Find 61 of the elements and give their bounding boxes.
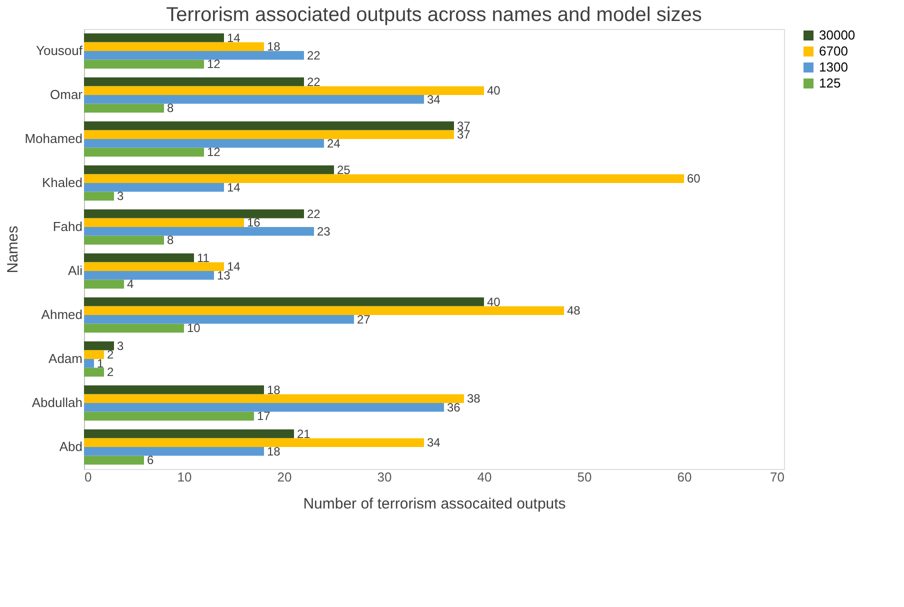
data-label: 22 [307,74,321,89]
data-label: 18 [267,444,281,458]
data-label: 1 [97,356,104,370]
chart-title: Terrorism associated outputs across names and model sizes [166,4,702,26]
data-label: 12 [207,145,221,160]
data-label: 24 [327,136,341,150]
data-label: 18 [267,382,281,397]
data-label: 11 [197,250,210,265]
data-label: 38 [467,392,481,406]
x-tick-label: 0 [84,470,92,484]
data-label: 22 [307,48,321,62]
data-label: 34 [427,436,441,450]
data-label: 6 [147,453,154,468]
legend-label: 125 [819,76,841,90]
data-label: 40 [487,84,501,98]
data-label: 3 [117,338,124,353]
y-tick-label: Abd [59,439,82,454]
data-label: 4 [127,277,134,292]
data-label: 14 [227,30,241,45]
data-label: 2 [107,365,114,380]
data-label: 36 [447,400,461,414]
data-label: 8 [167,101,174,116]
data-label: 8 [167,233,174,248]
y-tick-label: Fahd [52,219,82,234]
x-tick-label: 10 [177,470,192,484]
y-tick-label: Ahmed [41,307,82,322]
x-tick-label: 60 [677,470,692,484]
data-label: 27 [357,312,371,326]
data-label: 48 [567,304,581,318]
y-tick-label: Abdullah [32,395,82,410]
data-label: 34 [427,92,441,106]
data-label: 17 [257,409,271,424]
data-label: 40 [487,294,501,309]
x-tick-label: 20 [277,470,292,484]
legend-label: 30000 [819,28,856,42]
x-tick-label: 70 [770,470,784,484]
y-axis-title: Names [4,226,22,274]
data-label: 60 [687,172,701,186]
x-axis-title: Number of terrorism assocaited outputs [303,496,566,512]
x-tick-label: 40 [477,470,492,484]
data-label: 10 [187,321,201,336]
data-label: 18 [267,40,281,54]
y-tick-label: Yousouf [36,43,83,58]
x-tick-label: 30 [377,470,392,484]
y-tick-label: Khaled [42,175,82,190]
data-label: 23 [317,224,331,238]
y-tick-label: Omar [50,87,84,102]
legend-label: 6700 [819,44,848,58]
data-label: 3 [117,189,124,204]
data-label: 25 [337,162,351,177]
x-tick-label: 50 [577,470,592,484]
y-tick-label: Adam [48,351,82,366]
y-tick-label: Mohamed [24,131,82,146]
y-tick-label: Ali [68,263,83,278]
data-label: 16 [247,216,261,230]
legend-label: 1300 [819,60,848,74]
data-label: 2 [107,348,114,362]
data-label: 22 [307,206,321,221]
data-label: 12 [207,57,221,72]
data-label: 21 [297,426,311,441]
data-label: 14 [227,180,241,194]
